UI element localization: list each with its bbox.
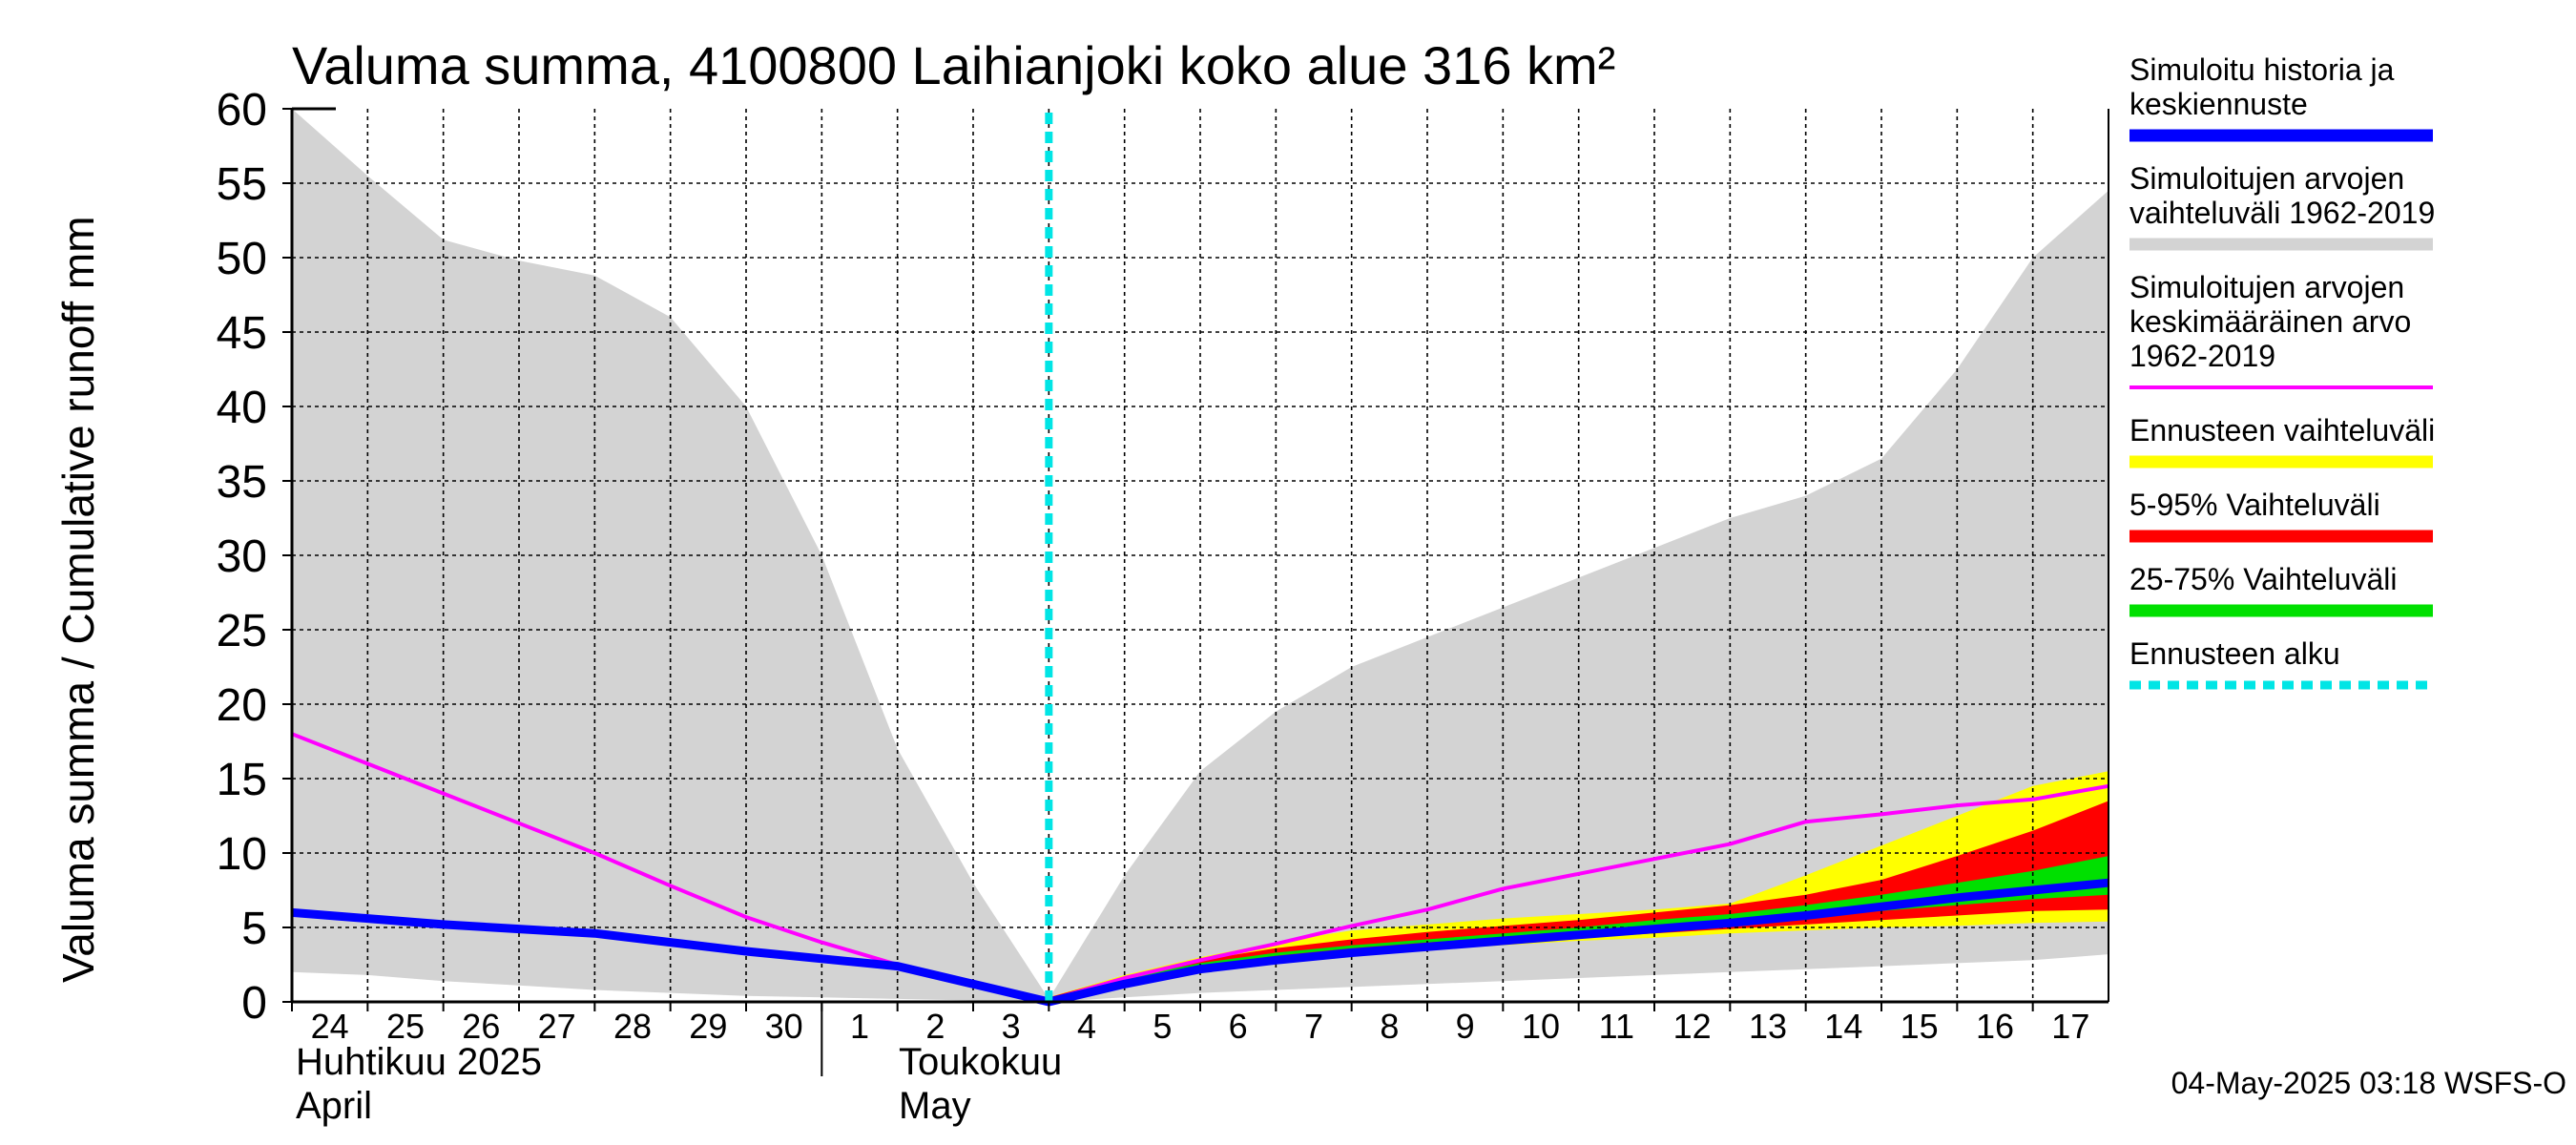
y-axis: 0 5 10 15 20 25 30 35 40 45 50 55 60 bbox=[217, 85, 292, 1029]
y-axis-label: Valuma summa / Cumulative runoff mm bbox=[53, 216, 103, 983]
y-tick-label: 5 bbox=[241, 904, 267, 954]
month-label-may-en: May bbox=[899, 1085, 971, 1127]
y-tick-label: 60 bbox=[217, 85, 267, 135]
y-tick-label: 0 bbox=[241, 978, 267, 1029]
legend-label: keskimääräinen arvo bbox=[2129, 304, 2411, 339]
series-line-simuloitu-historia-ja-keskiennuste bbox=[291, 878, 2109, 1007]
legend-label: keskiennuste bbox=[2129, 87, 2308, 121]
x-tick-label: 14 bbox=[1824, 1007, 1862, 1046]
legend-label: Simuloitujen arvojen bbox=[2129, 270, 2404, 304]
x-tick-label: 3 bbox=[1002, 1007, 1021, 1046]
y-tick-label: 20 bbox=[217, 680, 267, 731]
y-tick-label: 15 bbox=[217, 755, 267, 805]
x-tick-label: 11 bbox=[1599, 1007, 1634, 1046]
month-label-may-fi: Toukokuu bbox=[899, 1041, 1062, 1083]
x-tick-label: 5 bbox=[1153, 1007, 1172, 1046]
x-tick-label: 10 bbox=[1522, 1007, 1560, 1046]
month-label-april-fi: Huhtikuu 2025 bbox=[296, 1041, 542, 1083]
x-tick-label: 13 bbox=[1749, 1007, 1787, 1046]
x-tick-label: 1 bbox=[850, 1007, 869, 1046]
y-tick-label: 50 bbox=[217, 234, 267, 284]
legend-label: Simuloitujen arvojen bbox=[2129, 161, 2404, 196]
x-tick-label: 24 bbox=[311, 1007, 349, 1046]
x-tick-label: 15 bbox=[1901, 1007, 1939, 1046]
y-tick-label: 40 bbox=[217, 383, 267, 433]
band-ennusteen-vaihteluv-li bbox=[1049, 771, 2109, 1001]
y-tick-label: 35 bbox=[217, 457, 267, 508]
legend-label: 1962-2019 bbox=[2129, 339, 2275, 373]
x-tick-label: 6 bbox=[1229, 1007, 1248, 1046]
timestamp-footer: 04-May-2025 03:18 WSFS-O bbox=[2171, 1066, 2566, 1100]
x-tick-label: 28 bbox=[613, 1007, 652, 1046]
x-tick-label: 17 bbox=[2051, 1007, 2089, 1046]
legend-label: 25-75% Vaihteluväli bbox=[2129, 562, 2397, 596]
y-tick-label: 45 bbox=[217, 308, 267, 359]
y-tick-label: 25 bbox=[217, 606, 267, 656]
legend-label: Ennusteen alku bbox=[2129, 636, 2340, 671]
x-axis: 24 25 26 27 28 29 30 1 2 3 4 5 6 7 8 9 10 11 12 13 14 15 16 17 bbox=[291, 1002, 2089, 1076]
x-tick-label: 8 bbox=[1380, 1007, 1399, 1046]
legend-label: Simuloitu historia ja bbox=[2129, 52, 2395, 87]
x-tick-label: 30 bbox=[765, 1007, 803, 1046]
y-tick-label: 10 bbox=[217, 829, 267, 880]
series-line-simuloitujen-arvojen-keskim-r-inen-arvo-1962-2019 bbox=[291, 732, 2109, 1003]
x-tick-label: 12 bbox=[1673, 1007, 1712, 1046]
x-tick-label: 27 bbox=[538, 1007, 576, 1046]
legend-label: Ennusteen vaihteluväli bbox=[2129, 413, 2435, 448]
x-tick-label: 9 bbox=[1456, 1007, 1475, 1046]
chart-title: Valuma summa, 4100800 Laihianjoki koko a… bbox=[292, 35, 1615, 95]
month-label-april-en: April bbox=[296, 1085, 372, 1127]
x-tick-label: 2 bbox=[925, 1007, 945, 1046]
y-tick-label: 55 bbox=[217, 159, 267, 210]
x-tick-label: 4 bbox=[1077, 1007, 1096, 1046]
y-tick-label: 30 bbox=[217, 531, 267, 582]
x-tick-label: 16 bbox=[1976, 1007, 2014, 1046]
x-tick-label: 25 bbox=[386, 1007, 425, 1046]
x-tick-label: 26 bbox=[462, 1007, 500, 1046]
legend-label: vaihteluväli 1962-2019 bbox=[2129, 196, 2435, 230]
plot-area bbox=[290, 107, 2109, 1007]
x-tick-label: 7 bbox=[1304, 1007, 1323, 1046]
x-tick-label: 29 bbox=[689, 1007, 727, 1046]
legend-label: 5-95% Vaihteluväli bbox=[2129, 488, 2380, 522]
